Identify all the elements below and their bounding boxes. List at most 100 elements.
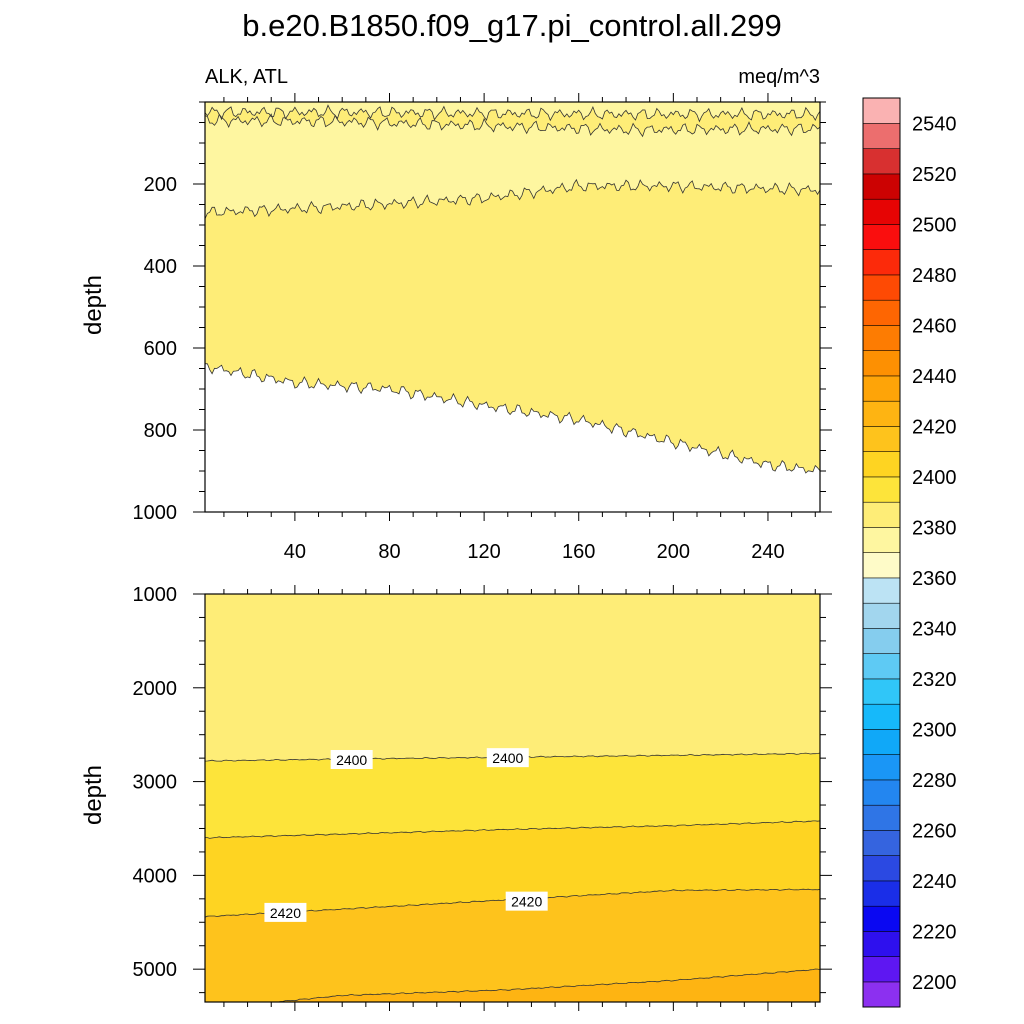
colorbar-label: 2540 [912, 113, 957, 135]
colorbar-label: 2440 [912, 366, 957, 388]
y-tick-label: 600 [144, 338, 177, 360]
ticks-upper [193, 93, 832, 521]
colorbar-label: 2240 [912, 871, 957, 893]
variable-label: ALK, ATL [205, 66, 288, 88]
contour-line-upper-3 [205, 363, 820, 474]
colorbar-box-2370 [862, 552, 901, 579]
colorbar-label: 2420 [912, 416, 957, 438]
svg-text:2400: 2400 [492, 750, 523, 766]
colorbar-box-2490 [862, 249, 901, 276]
colorbar-box-2550 [862, 97, 901, 124]
x-tick-label: 80 [378, 541, 400, 563]
colorbar-box-2240 [862, 880, 901, 907]
colorbar-box-2360 [862, 577, 901, 604]
x-tick-label: 120 [467, 541, 500, 563]
colorbar-box-2390 [862, 501, 901, 528]
colorbar-label: 2300 [912, 719, 957, 741]
ticks-lower [193, 585, 832, 1011]
contour-label-lower-0: 2400 [330, 750, 373, 770]
y-axis-label: depth [80, 275, 107, 335]
colorbar-box-2440 [862, 375, 901, 402]
colorbar-box-2530 [862, 148, 901, 175]
x-tick-label: 160 [562, 541, 595, 563]
colorbar-label: 2500 [912, 214, 957, 236]
y-tick-label: 4000 [133, 865, 178, 887]
colorbar-box-2410 [862, 451, 901, 478]
units-label: meq/m^3 [738, 66, 820, 88]
colorbar-label: 2400 [912, 467, 957, 489]
colorbar-label: 2520 [912, 164, 957, 186]
colorbar-box-2320 [862, 678, 901, 705]
chart-title: b.e20.B1850.f09_g17.pi_control.all.299 [242, 8, 782, 43]
y-tick-label: 5000 [133, 959, 178, 981]
x-tick-label: 40 [284, 541, 306, 563]
colorbar-box-2270 [862, 804, 901, 831]
colorbar-box-2420 [862, 425, 901, 453]
y-tick-label: 3000 [133, 772, 178, 794]
colorbar: 2200 2220 2240 2260 2280 2300 2320 2340 2360 2380… [862, 97, 957, 1008]
colorbar-box-2300 [862, 728, 901, 756]
colorbar-box-2450 [862, 350, 901, 377]
colorbar-label: 2320 [912, 669, 957, 691]
contour-line-lower-3 [275, 968, 820, 1002]
colorbar-box-2380 [862, 526, 901, 554]
panel-lower: 2400 2400 2420 2420 1000 2000 3000 4000 5000 dept… [80, 584, 832, 1011]
colorbar-box-2280 [862, 779, 901, 806]
y-axis-label: depth [80, 765, 107, 825]
colorbar-box-2500 [862, 223, 901, 251]
svg-text:2400: 2400 [336, 752, 367, 768]
colorbar-box-2210 [862, 956, 901, 983]
colorbar-box-2350 [862, 602, 901, 629]
colorbar-box-2260 [862, 829, 901, 857]
colorbar-box-2430 [862, 400, 901, 427]
fill-region-lower-4 [278, 969, 820, 1002]
x-tick-label: 200 [657, 541, 690, 563]
panel-upper: 40 80 120 160 200 240 200 400 600 800 1000 depth [80, 93, 832, 563]
colorbar-box-2540 [862, 122, 901, 150]
svg-text:2420: 2420 [511, 894, 542, 910]
colorbar-box-2220 [862, 930, 901, 958]
colorbar-box-2520 [862, 173, 901, 200]
y-tick-label: 800 [144, 420, 177, 442]
colorbar-box-2340 [862, 627, 901, 655]
colorbar-label: 2200 [912, 972, 957, 994]
colorbar-label: 2360 [912, 568, 957, 590]
colorbar-box-2290 [862, 754, 901, 781]
colorbar-label: 2260 [912, 820, 957, 842]
colorbar-box-2510 [862, 198, 901, 225]
contour-label-lower-1: 2400 [486, 748, 529, 768]
contour-line-upper-1 [205, 113, 820, 138]
fill-region-lower-3 [205, 889, 820, 1002]
colorbar-box-2250 [862, 855, 901, 882]
y-tick-label: 200 [144, 174, 177, 196]
contour-line-lower-1 [205, 820, 820, 839]
y-tick-label: 400 [144, 256, 177, 278]
contour-label-lower-2: 2420 [264, 902, 307, 922]
colorbar-label: 2220 [912, 921, 957, 943]
colorbar-box-2200 [862, 981, 901, 1008]
x-tick-label: 240 [751, 541, 784, 563]
colorbar-label: 2460 [912, 315, 957, 337]
y-tick-label: 1000 [133, 502, 178, 524]
contour-line-upper-2 [205, 178, 820, 219]
colorbar-box-2400 [862, 476, 901, 503]
y-tick-label: 1000 [133, 584, 178, 606]
colorbar-label: 2480 [912, 265, 957, 287]
colorbar-box-2310 [862, 703, 901, 730]
contour-label-lower-3: 2420 [505, 891, 548, 911]
colorbar-box-2470 [862, 299, 901, 326]
colorbar-box-2230 [862, 905, 901, 932]
colorbar-box-2330 [862, 653, 901, 680]
colorbar-label: 2340 [912, 618, 957, 640]
plot-frame-lower [204, 593, 821, 1003]
colorbar-label: 2380 [912, 517, 957, 539]
y-tick-label: 2000 [133, 678, 178, 700]
contour-line-upper-0 [205, 104, 820, 123]
svg-text:2420: 2420 [270, 905, 301, 921]
colorbar-box-2460 [862, 324, 901, 352]
colorbar-box-2480 [862, 274, 901, 301]
colorbar-label: 2280 [912, 770, 957, 792]
fill-region-upper-4 [205, 363, 820, 512]
